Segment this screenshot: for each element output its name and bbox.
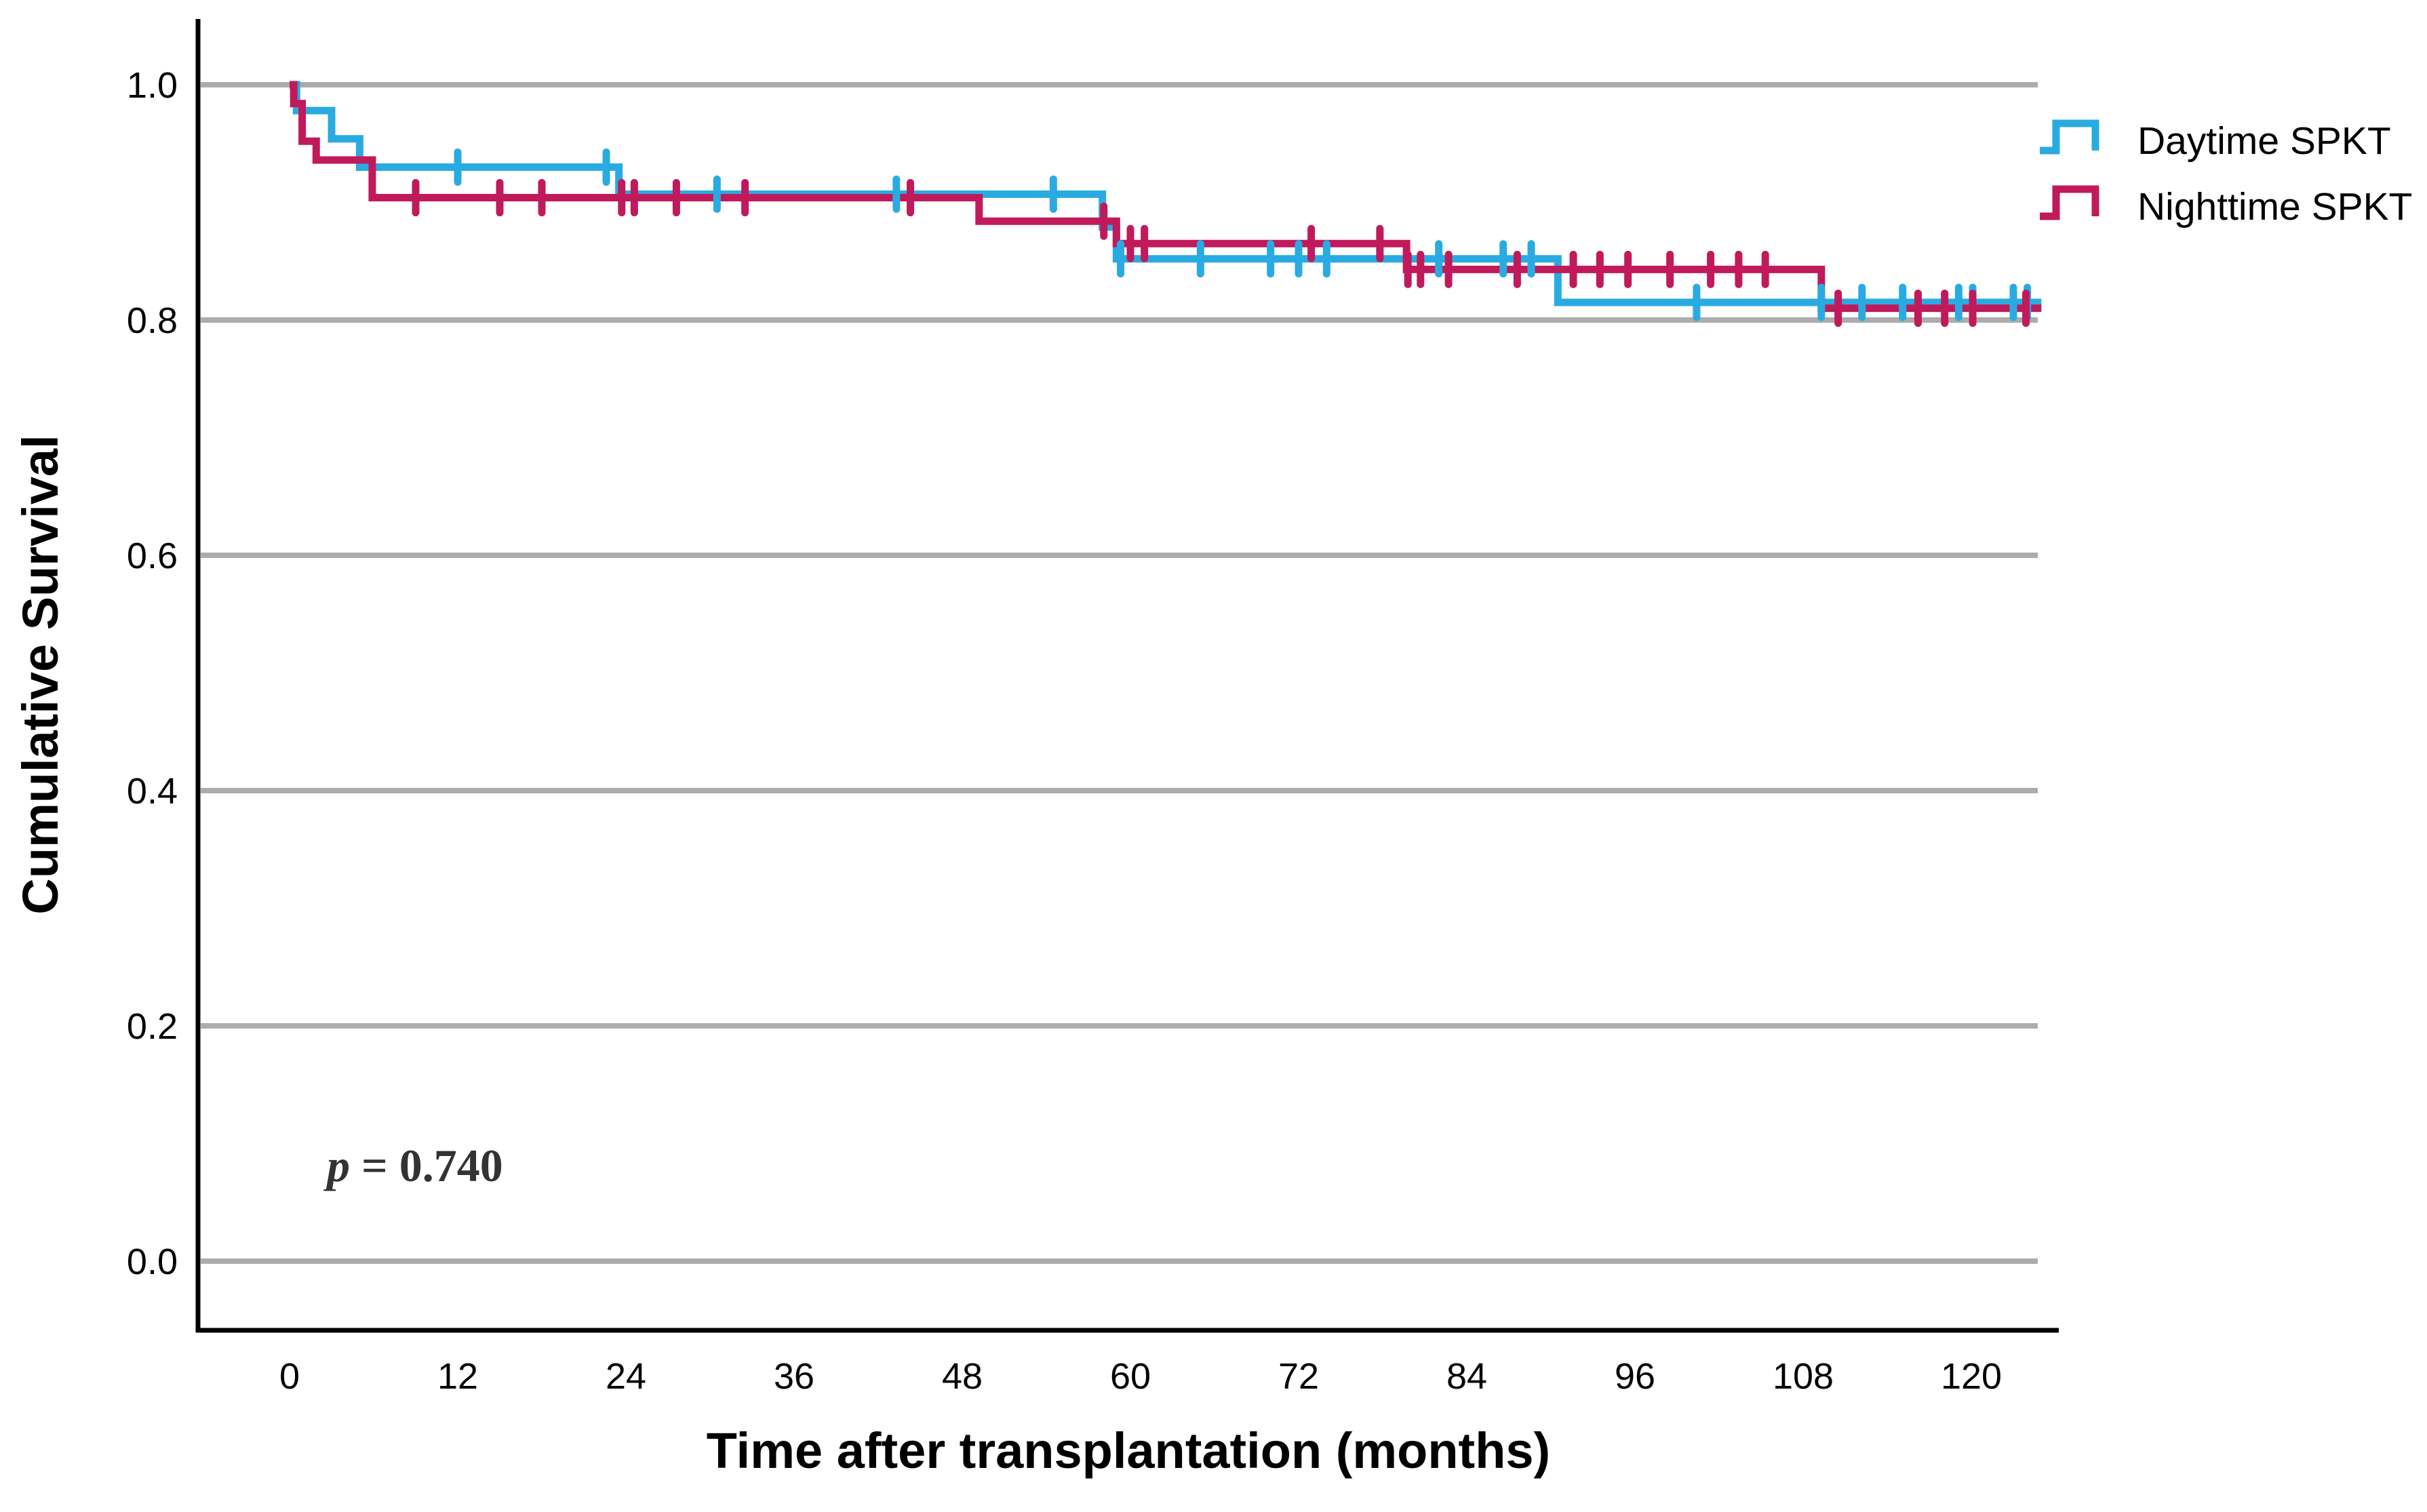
series-layer [290,81,2042,327]
y-tick-label: 0.0 [127,1241,178,1282]
legend-nighttime-label: Nighttime SPKT [2137,185,2412,228]
x-tick-label: 24 [606,1356,646,1397]
series-nighttime-censor-marks [412,179,2030,327]
x-tick-label: 48 [942,1356,983,1397]
y-tick-label: 0.8 [127,300,178,341]
legend-daytime-label: Daytime SPKT [2137,119,2391,163]
x-tick-label: 36 [774,1356,814,1397]
x-axis-title: Time after transplantation (months) [707,1423,1550,1479]
series-nighttime-line [290,81,2042,313]
x-tick-label: 72 [1278,1356,1319,1397]
x-tick-label: 12 [437,1356,478,1397]
x-tick-labels: 0 12 24 36 48 60 72 84 96 108 120 [279,1356,2002,1397]
y-tick-label: 0.2 [127,1006,178,1047]
y-tick-label: 0.6 [127,536,178,576]
series-daytime-censor-marks [454,148,2032,321]
y-axis-title: Cumulative Survival [12,435,68,914]
y-tick-label: 1.0 [127,65,178,106]
x-tick-label: 108 [1773,1356,1834,1397]
x-tick-label: 84 [1446,1356,1487,1397]
legend-daytime-step-icon [2040,119,2099,155]
legend-item-nighttime: Nighttime SPKT [2040,185,2412,228]
gridlines [201,82,2038,1264]
x-tick-label: 120 [1941,1356,2002,1397]
legend-nighttime-step-icon [2040,185,2099,220]
x-tick-label: 0 [279,1356,300,1397]
legend: Daytime SPKT Nighttime SPKT [2040,119,2412,228]
p-symbol: p [323,1140,350,1191]
x-tick-label: 60 [1110,1356,1151,1397]
y-tick-labels: 1.0 0.8 0.6 0.4 0.2 0.0 [127,65,178,1282]
x-tick-label: 96 [1615,1356,1655,1397]
y-tick-label: 0.4 [127,771,178,812]
p-value-text: = 0.740 [350,1140,503,1191]
legend-item-daytime: Daytime SPKT [2040,119,2391,163]
p-value-annotation: p = 0.740 [323,1140,503,1191]
